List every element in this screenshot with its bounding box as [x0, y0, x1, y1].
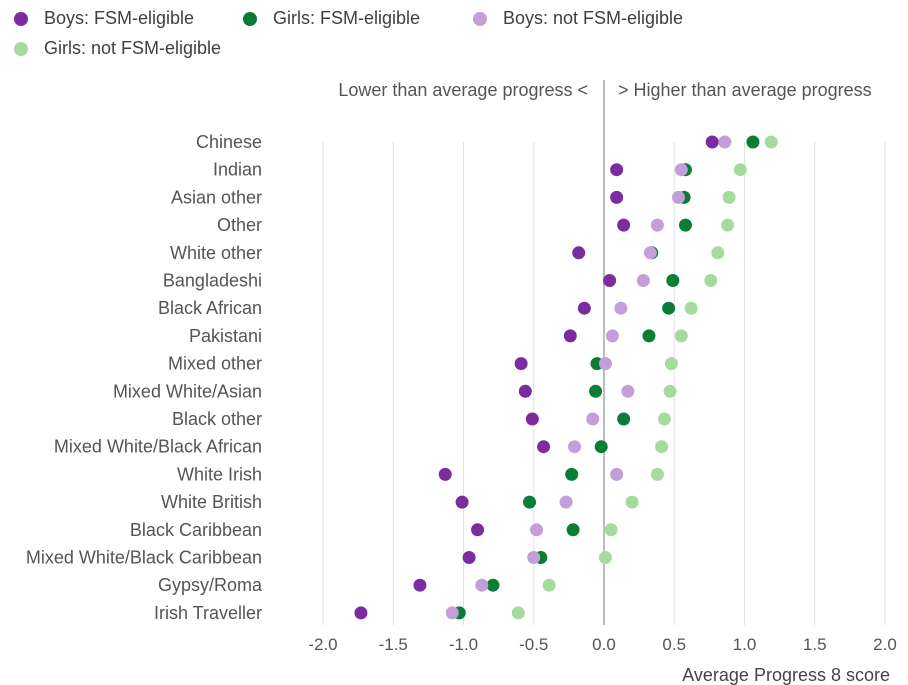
- data-point: [599, 357, 612, 370]
- x-tick-label: -1.5: [379, 635, 408, 654]
- x-axis-title: Average Progress 8 score: [682, 665, 890, 685]
- category-label: Asian other: [171, 187, 262, 207]
- data-point: [487, 579, 500, 592]
- data-point: [603, 274, 616, 287]
- annotation-lower: Lower than average progress <: [338, 80, 588, 100]
- data-point: [463, 551, 476, 564]
- data-point: [746, 136, 759, 149]
- x-tick-label: -0.5: [519, 635, 548, 654]
- data-point: [723, 191, 736, 204]
- data-point: [526, 413, 539, 426]
- data-point: [675, 163, 688, 176]
- data-point: [718, 136, 731, 149]
- data-point: [456, 496, 469, 509]
- data-point: [617, 219, 630, 232]
- data-point: [515, 357, 528, 370]
- category-label: Mixed White/Asian: [113, 381, 262, 401]
- category-label: Mixed other: [168, 354, 262, 374]
- data-point: [572, 246, 585, 259]
- category-label: Pakistani: [189, 326, 262, 346]
- data-point: [527, 551, 540, 564]
- data-point: [560, 496, 573, 509]
- data-point: [565, 468, 578, 481]
- category-label: White British: [161, 492, 262, 512]
- data-point: [610, 191, 623, 204]
- data-point: [626, 496, 639, 509]
- data-point: [651, 468, 664, 481]
- category-label: White other: [170, 243, 262, 263]
- category-label: Black African: [158, 298, 262, 318]
- data-point: [665, 357, 678, 370]
- data-point: [721, 219, 734, 232]
- data-point: [644, 246, 657, 259]
- data-point: [610, 468, 623, 481]
- x-tick-label: 0.0: [592, 635, 616, 654]
- x-tick-label: 1.0: [733, 635, 757, 654]
- x-tick-label: -2.0: [308, 635, 337, 654]
- data-point: [568, 440, 581, 453]
- category-label: Black other: [172, 409, 262, 429]
- category-label: Other: [217, 215, 262, 235]
- category-label: Mixed White/Black Caribbean: [26, 548, 262, 568]
- x-tick-label: -1.0: [449, 635, 478, 654]
- data-point: [610, 163, 623, 176]
- data-point: [637, 274, 650, 287]
- data-point: [655, 440, 668, 453]
- data-point: [765, 136, 778, 149]
- x-tick-label: 1.5: [803, 635, 827, 654]
- data-point: [578, 302, 591, 315]
- data-point: [651, 219, 664, 232]
- data-point: [672, 191, 685, 204]
- category-label: Chinese: [196, 132, 262, 152]
- annotation-higher: > Higher than average progress: [618, 80, 872, 100]
- data-point: [589, 385, 602, 398]
- x-tick-label: 2.0: [873, 635, 897, 654]
- data-point: [475, 579, 488, 592]
- data-point: [354, 606, 367, 619]
- data-point: [614, 302, 627, 315]
- data-point: [666, 274, 679, 287]
- data-point: [734, 163, 747, 176]
- category-label: White Irish: [177, 464, 262, 484]
- data-point: [471, 523, 484, 536]
- data-point: [706, 136, 719, 149]
- data-point: [621, 385, 634, 398]
- data-point: [658, 413, 671, 426]
- category-label: Mixed White/Black African: [54, 437, 262, 457]
- data-point: [512, 606, 525, 619]
- data-point: [564, 329, 577, 342]
- data-point: [664, 385, 677, 398]
- data-point: [519, 385, 532, 398]
- data-point: [599, 551, 612, 564]
- data-point: [711, 246, 724, 259]
- data-point: [446, 606, 459, 619]
- data-point: [704, 274, 717, 287]
- category-label: Black Caribbean: [130, 520, 262, 540]
- data-point: [606, 329, 619, 342]
- data-point: [685, 302, 698, 315]
- data-point: [642, 329, 655, 342]
- data-point: [675, 329, 688, 342]
- data-point: [567, 523, 580, 536]
- x-tick-label: 0.5: [662, 635, 686, 654]
- data-point: [523, 496, 536, 509]
- data-point: [530, 523, 543, 536]
- data-point: [662, 302, 675, 315]
- data-point: [543, 579, 556, 592]
- data-point: [439, 468, 452, 481]
- data-point: [617, 413, 630, 426]
- data-point: [413, 579, 426, 592]
- data-point: [605, 523, 618, 536]
- category-label: Bangladeshi: [163, 271, 262, 291]
- data-point: [595, 440, 608, 453]
- data-point: [586, 413, 599, 426]
- data-point: [537, 440, 550, 453]
- data-point: [679, 219, 692, 232]
- category-label: Gypsy/Roma: [158, 575, 263, 595]
- category-label: Indian: [213, 160, 262, 180]
- category-label: Irish Traveller: [154, 603, 262, 623]
